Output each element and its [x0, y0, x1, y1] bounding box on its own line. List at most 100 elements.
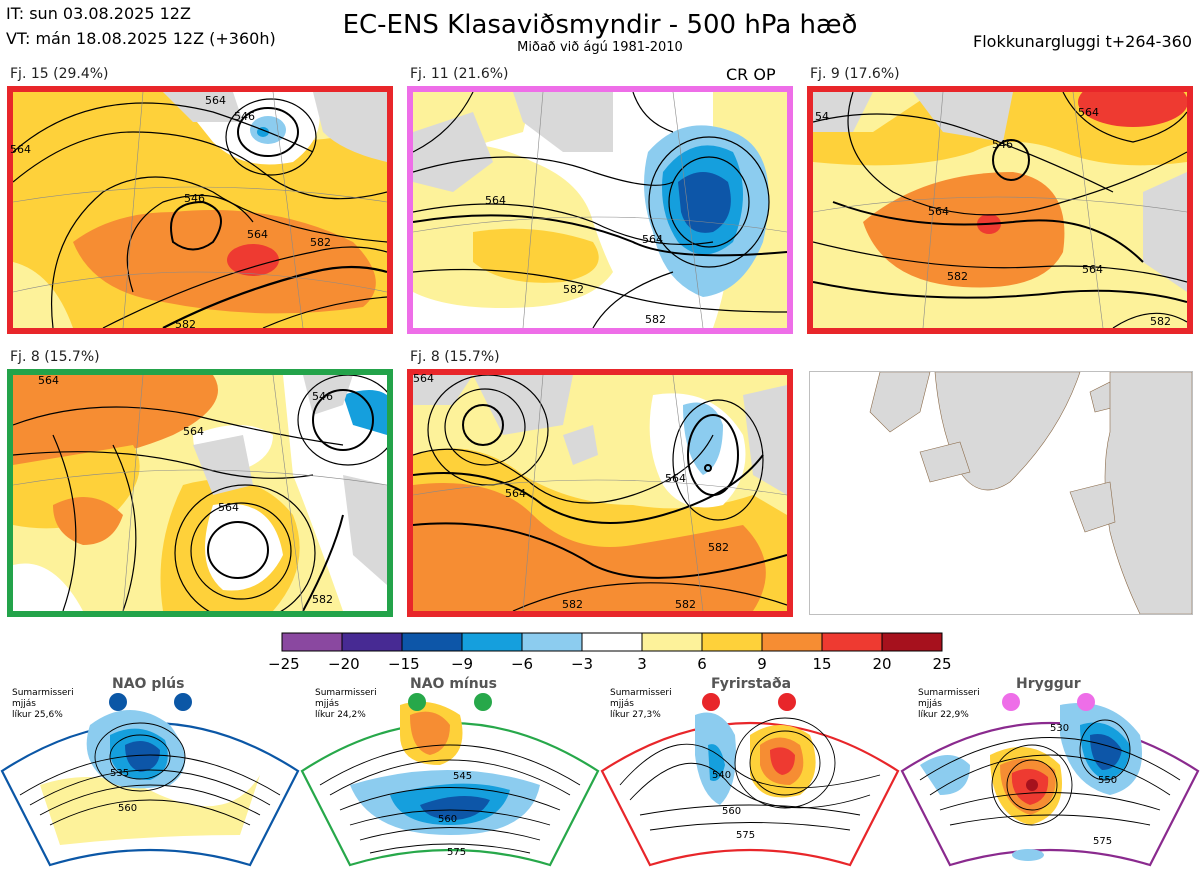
- contour-label: 564: [1078, 106, 1099, 119]
- cluster-label-3: Fj. 9 (17.6%): [810, 66, 900, 82]
- contour-label: 535: [110, 768, 130, 779]
- cluster-label-1: Fj. 15 (29.4%): [10, 66, 109, 82]
- contour-label: 582: [645, 313, 666, 326]
- contour-label: 564: [413, 372, 434, 385]
- contour-label: 582: [563, 283, 584, 296]
- contour-label: 530: [1050, 723, 1070, 734]
- regime-probability: líkur 25,6%: [12, 710, 63, 720]
- cluster-label-4: Fj. 8 (15.7%): [10, 349, 100, 365]
- contour-label: 54: [815, 110, 829, 123]
- regime-title: Hryggur: [1016, 676, 1081, 692]
- control-operational-marker: CR OP: [726, 65, 776, 84]
- contour-label: 575: [447, 847, 467, 858]
- colorbar-segment: [281, 632, 343, 652]
- contour-label: 564: [1082, 263, 1103, 276]
- colorbar-segment: [461, 632, 523, 652]
- contour-label: 564: [10, 143, 31, 156]
- colorbar-tick-label: 15: [812, 655, 832, 673]
- contour-label: 582: [175, 318, 196, 331]
- colorbar-tick-label: 20: [872, 655, 892, 673]
- colorbar-segment: [821, 632, 883, 652]
- regime-season: Sumarmisseri: [315, 688, 377, 698]
- contour-label: 564: [665, 472, 686, 485]
- regime-title: Fyrirstaða: [711, 676, 792, 692]
- regime-nao-minus: [300, 675, 600, 871]
- contour-label: 564: [642, 233, 663, 246]
- regime-probability: líkur 27,3%: [610, 710, 661, 720]
- contour-label: 564: [183, 425, 204, 438]
- colorbar-segment: [581, 632, 643, 652]
- contour-label: 546: [234, 110, 255, 123]
- regime-title: NAO plús: [112, 676, 185, 692]
- contour-label: 546: [184, 192, 205, 205]
- colorbar-tick-label: −15: [388, 655, 420, 673]
- colorbar-segment: [401, 632, 463, 652]
- contour-label: 564: [38, 374, 59, 387]
- contour-label: 564: [205, 94, 226, 107]
- contour-label: 564: [928, 205, 949, 218]
- regime-months: mjjás: [12, 699, 36, 709]
- clustering-window: Flokkunargluggi t+264-360: [973, 32, 1192, 51]
- contour-label: 560: [722, 806, 742, 817]
- contour-label: 582: [708, 541, 729, 554]
- contour-label: 550: [1098, 775, 1118, 786]
- colorbar-tick-label: 9: [757, 655, 767, 673]
- regime-probability: líkur 24,2%: [315, 710, 366, 720]
- anomaly-colorbar: [281, 632, 943, 652]
- regime-months: mjjás: [918, 699, 942, 709]
- contour-label: 564: [247, 228, 268, 241]
- contour-label: 540: [712, 770, 732, 781]
- colorbar-tick-label: −25: [268, 655, 300, 673]
- regime-season: Sumarmisseri: [12, 688, 74, 698]
- contour-label: 575: [1093, 836, 1113, 847]
- colorbar-segment: [881, 632, 943, 652]
- contour-label: 582: [562, 598, 583, 611]
- contour-label: 582: [312, 593, 333, 606]
- cluster-label-5: Fj. 8 (15.7%): [410, 349, 500, 365]
- geography-reference-map: [809, 371, 1193, 615]
- cluster-map-4: [7, 369, 393, 617]
- valid-time: VT: mán 18.08.2025 12Z (+360h): [6, 29, 276, 48]
- cluster-map-5: [407, 369, 793, 617]
- contour-label: 560: [438, 814, 458, 825]
- colorbar-tick-label: 3: [637, 655, 647, 673]
- colorbar-segment: [521, 632, 583, 652]
- contour-label: 546: [992, 138, 1013, 151]
- colorbar-segment: [761, 632, 823, 652]
- colorbar-ticks: −25 −20 −15 −9 −6 −3 3 6 9 15 20 25: [256, 655, 956, 675]
- climatology-subtitle: Miðað við ágú 1981-2010: [517, 40, 683, 55]
- colorbar-tick-label: 25: [932, 655, 952, 673]
- regime-season: Sumarmisseri: [610, 688, 672, 698]
- regime-nao-plus: [0, 675, 300, 871]
- colorbar-tick-label: −6: [510, 655, 534, 673]
- colorbar-tick-label: −3: [570, 655, 594, 673]
- initial-time: IT: sun 03.08.2025 12Z: [6, 4, 191, 23]
- cluster-map-1: [7, 86, 393, 334]
- colorbar-tick-label: 6: [697, 655, 707, 673]
- regime-probability: líkur 22,9%: [918, 710, 969, 720]
- page-title: EC-ENS Klasaviðsmyndir - 500 hPa hæð: [342, 10, 858, 40]
- regime-season: Sumarmisseri: [918, 688, 980, 698]
- regime-ridge: [900, 675, 1200, 871]
- colorbar-segment: [701, 632, 763, 652]
- contour-label: 545: [453, 771, 473, 782]
- contour-label: 564: [218, 501, 239, 514]
- regime-months: mjjás: [610, 699, 634, 709]
- colorbar-tick-label: −9: [450, 655, 474, 673]
- contour-label: 564: [505, 487, 526, 500]
- contour-label: 582: [675, 598, 696, 611]
- contour-label: 582: [310, 236, 331, 249]
- cluster-map-2: [407, 86, 793, 334]
- contour-label: 582: [1150, 315, 1171, 328]
- cluster-label-2: Fj. 11 (21.6%): [410, 66, 509, 82]
- cluster-map-3: [807, 86, 1193, 334]
- regime-months: mjjás: [315, 699, 339, 709]
- colorbar-segment: [341, 632, 403, 652]
- regime-blocking: [600, 675, 900, 871]
- contour-label: 560: [118, 803, 138, 814]
- colorbar-tick-label: −20: [328, 655, 360, 673]
- contour-label: 564: [485, 194, 506, 207]
- contour-label: 575: [736, 830, 756, 841]
- regime-title: NAO mínus: [410, 676, 497, 692]
- colorbar-segment: [641, 632, 703, 652]
